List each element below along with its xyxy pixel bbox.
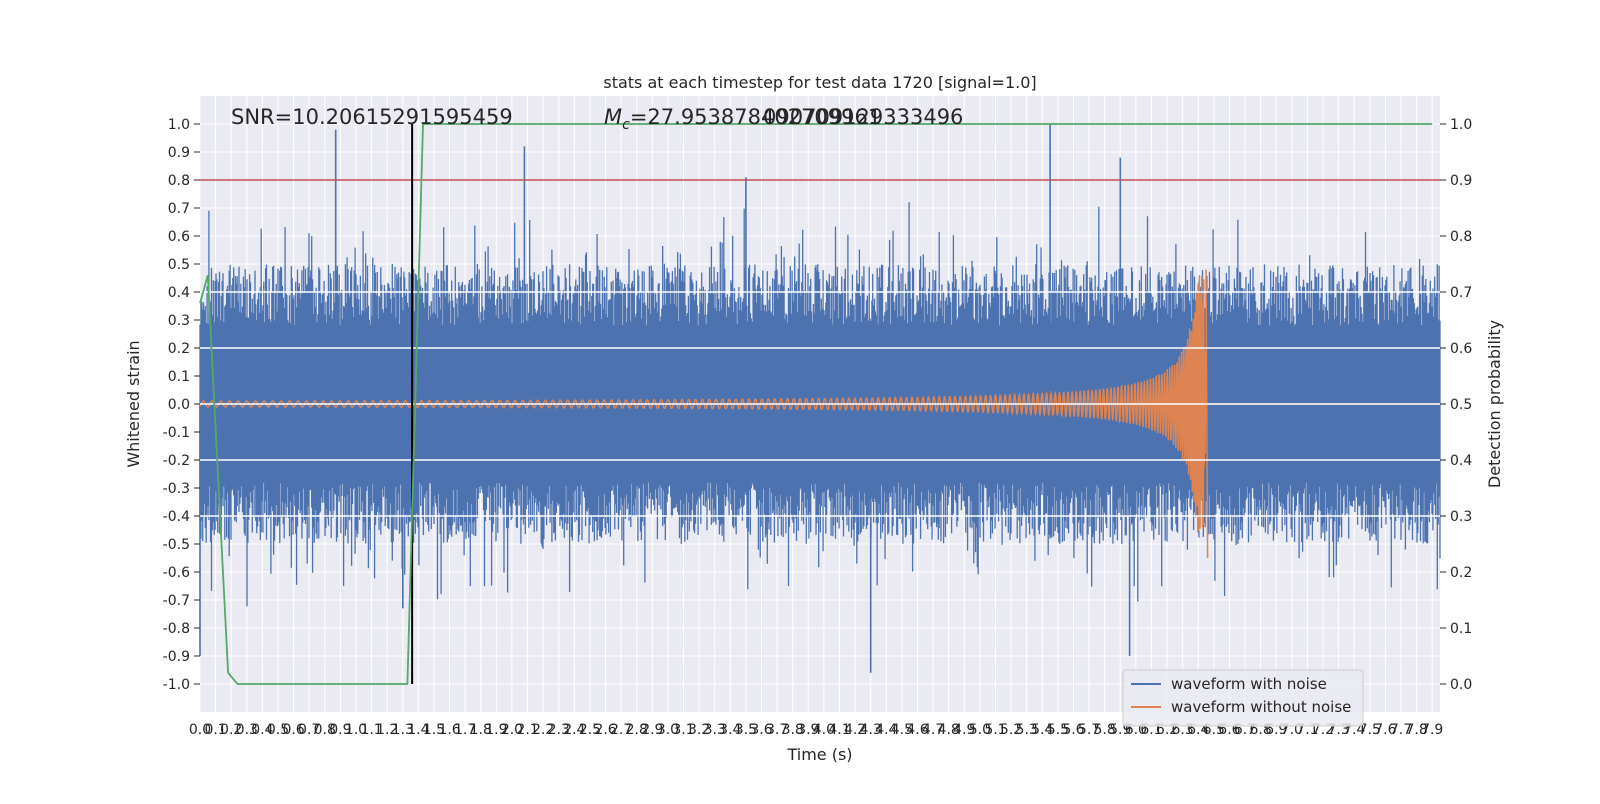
y-tick-label-left-11: 0.1 [168, 369, 190, 385]
y-tick-label-right-9: 0.9 [1450, 173, 1472, 189]
legend-label-clean: waveform without noise [1171, 698, 1351, 716]
y-tick-label-right-0: 0.0 [1450, 677, 1472, 693]
y-tick-label-left-0: -1.0 [163, 677, 190, 693]
y-tick-label-left-6: -0.4 [163, 509, 190, 525]
chart-title: stats at each timestep for test data 172… [603, 73, 1036, 92]
y-tick-label-left-12: 0.2 [168, 341, 190, 357]
snr-annotation: SNR=10.20615291595459 [231, 105, 513, 129]
y-tick-label-right-3: 0.3 [1450, 509, 1472, 525]
y-axis-label-left: Whitened strain [124, 340, 143, 467]
legend-label-noise: waveform with noise [1171, 675, 1327, 693]
y-tick-label-left-3: -0.7 [163, 593, 190, 609]
y-tick-label-left-4: -0.6 [163, 565, 190, 581]
mc-symbol: M [604, 105, 622, 129]
mc-annotation-overlap: 090709129333496 [763, 105, 963, 129]
y-tick-label-left-13: 0.3 [168, 313, 190, 329]
y-tick-label-left-9: -0.1 [163, 425, 190, 441]
y-tick-label-left-10: 0.0 [168, 397, 190, 413]
legend: waveform with noise waveform without noi… [1123, 670, 1363, 726]
y-tick-label-left-1: -0.9 [163, 649, 190, 665]
y-tick-label-right-6: 0.6 [1450, 341, 1472, 357]
y-tick-label-right-7: 0.7 [1450, 285, 1472, 301]
y-tick-label-right-8: 0.8 [1450, 229, 1472, 245]
y-tick-label-left-20: 1.0 [168, 117, 190, 133]
y-tick-label-right-1: 0.1 [1450, 621, 1472, 637]
x-tick-label-79: 7.9 [1421, 722, 1443, 738]
y-tick-label-left-16: 0.6 [168, 229, 190, 245]
y-tick-label-left-19: 0.9 [168, 145, 190, 161]
y-tick-label-left-14: 0.4 [168, 285, 190, 301]
y-tick-label-left-7: -0.3 [163, 481, 190, 497]
y-tick-label-left-5: -0.5 [163, 537, 190, 553]
y-tick-label-left-18: 0.8 [168, 173, 190, 189]
x-axis-label: Time (s) [786, 745, 852, 764]
y-tick-label-left-15: 0.5 [168, 257, 190, 273]
y-tick-label-left-8: -0.2 [163, 453, 190, 469]
y-tick-label-right-2: 0.2 [1450, 565, 1472, 581]
y-axis-label-right: Detection probability [1485, 320, 1504, 488]
y-tick-label-left-2: -0.8 [163, 621, 190, 637]
y-tick-label-left-17: 0.7 [168, 201, 190, 217]
y-tick-label-right-4: 0.4 [1450, 453, 1472, 469]
y-tick-label-right-10: 1.0 [1450, 117, 1472, 133]
y-tick-label-right-5: 0.5 [1450, 397, 1472, 413]
